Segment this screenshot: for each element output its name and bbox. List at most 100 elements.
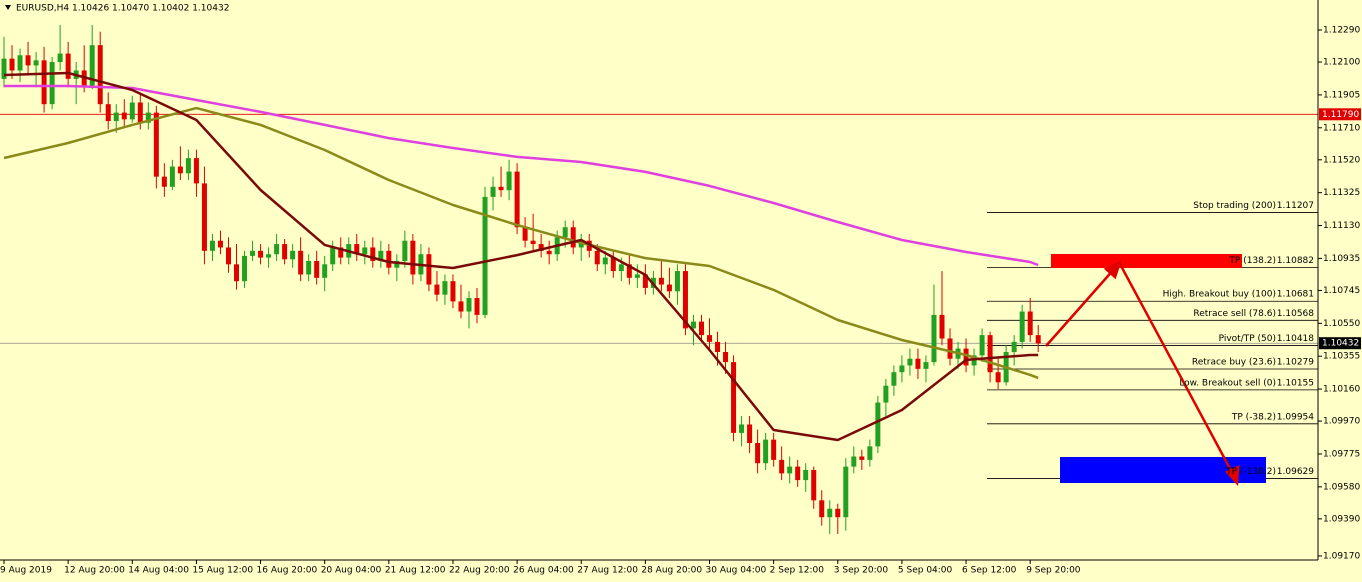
menu-triangle: [5, 5, 11, 10]
candle-body: [113, 112, 119, 122]
candle-body: [1035, 335, 1041, 344]
fib-label: Pivot/TP (50): [1219, 334, 1276, 344]
x-tick-label: 9 Aug 2019: [0, 566, 52, 576]
candle-body: [674, 271, 680, 292]
candle-body: [682, 271, 688, 329]
candle-body: [594, 250, 600, 265]
fib-label: TP (-138.2): [1225, 467, 1276, 477]
x-tick-label: 20 Aug 04:00: [321, 566, 382, 576]
candle-body: [225, 247, 231, 265]
candle-body: [217, 240, 223, 248]
candle-body: [610, 257, 616, 272]
fib-label: Retrace buy (23.6): [1192, 358, 1276, 368]
candle-body: [258, 250, 264, 258]
candle-body: [322, 264, 328, 278]
header: EURUSD,H4 1.10426 1.10470 1.10402 1.1043…: [16, 4, 229, 14]
y-tick-label: 1.09775: [1323, 449, 1360, 459]
candle-body: [290, 250, 296, 260]
candle-body: [506, 171, 512, 191]
candle-body: [602, 257, 608, 265]
candle-body: [250, 250, 256, 256]
candle-body: [25, 55, 31, 66]
candle-body: [274, 244, 280, 255]
arrow-down: [1118, 263, 1236, 477]
candle-body: [169, 166, 175, 187]
candle-body: [242, 255, 248, 282]
y-tick-label: 1.09170: [1323, 551, 1360, 561]
x-tick-label: 15 Aug 12:00: [192, 566, 253, 576]
candle-body: [811, 469, 817, 501]
fib-value: 1.09954: [1277, 412, 1314, 422]
candle-body: [474, 298, 480, 315]
arrow-up: [1045, 267, 1116, 347]
candle-body: [386, 250, 392, 268]
x-tick-label: 9 Sep 20:00: [1026, 566, 1081, 576]
candle-body: [642, 274, 648, 288]
price-box: [1319, 108, 1361, 121]
candle-body: [795, 466, 801, 481]
candle-body: [771, 439, 777, 460]
candle-body: [490, 186, 496, 197]
fib-value: 1.10279: [1277, 358, 1314, 368]
candle-body: [538, 244, 544, 251]
y-tick-label: 1.10550: [1323, 319, 1360, 329]
fib-label: High. Breakout buy (100): [1163, 290, 1276, 300]
arrows: [1045, 259, 1240, 487]
candle-body: [698, 321, 704, 336]
candle-body: [65, 53, 71, 79]
fib-label: TP (-38.2): [1231, 412, 1276, 422]
x-tick-label: 21 Aug 12:00: [385, 566, 446, 576]
candle-body: [979, 335, 985, 356]
candle-body: [915, 358, 921, 369]
candle-body: [779, 459, 785, 474]
fib-value: 1.09629: [1277, 467, 1314, 477]
candle-body: [1019, 311, 1025, 342]
y-tick-label: 1.09580: [1323, 482, 1360, 492]
candle-body: [57, 53, 63, 63]
candle-body: [947, 338, 953, 359]
moving-average: [4, 84, 1039, 267]
candle-body: [161, 176, 167, 187]
candle-body: [763, 439, 769, 464]
candle-body: [153, 112, 159, 177]
y-tick-label: 1.11905: [1323, 90, 1360, 100]
candle-body: [875, 402, 881, 447]
candle-body: [666, 284, 672, 292]
candle-body: [1, 58, 7, 79]
y-tick-label: 1.12290: [1323, 26, 1360, 36]
candle-body: [362, 247, 368, 255]
candle-body: [442, 281, 448, 295]
candle-body: [787, 466, 793, 474]
x-tick-label: 27 Aug 12:00: [577, 566, 638, 576]
x-tick-label: 6 Sep 12:00: [962, 566, 1017, 576]
candle-body: [185, 158, 191, 174]
candle-body: [739, 424, 745, 433]
fib-value: 1.11207: [1277, 201, 1314, 211]
candle-body: [201, 183, 207, 251]
candle-body: [891, 372, 897, 386]
candle-body: [434, 284, 440, 295]
candle-body: [883, 385, 889, 403]
candle-body: [867, 446, 873, 460]
candle-body: [819, 500, 825, 518]
candle-body: [690, 321, 696, 329]
fib-value: 1.10681: [1277, 290, 1314, 300]
candle-body: [963, 348, 969, 366]
x-tick-label: 30 Aug 04:00: [706, 566, 767, 576]
moving-average: [3, 106, 1039, 380]
candle-body: [522, 227, 528, 241]
y-tick-label: 1.10160: [1323, 385, 1360, 395]
candle-body: [618, 264, 624, 272]
candle-body: [402, 240, 408, 261]
candle-body: [562, 227, 568, 238]
x-tick-label: 5 Sep 04:00: [898, 566, 953, 576]
candle-body: [458, 301, 464, 312]
candle-body: [354, 244, 360, 255]
y-tick-label: 1.11130: [1323, 221, 1360, 231]
x-tick-label: 12 Aug 20:00: [64, 566, 125, 576]
candle-body: [89, 45, 95, 86]
sell-zone: [1051, 254, 1242, 268]
candle-body: [282, 244, 288, 260]
moving-average: [3, 71, 1039, 442]
candle-body: [330, 247, 336, 265]
